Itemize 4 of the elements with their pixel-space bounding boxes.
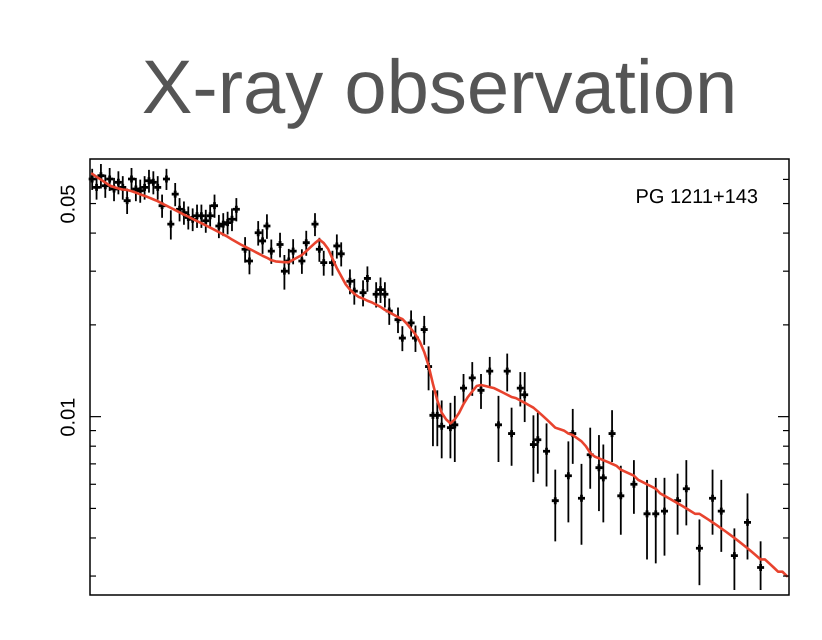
y-tick-label: 0.05 — [58, 184, 80, 224]
chart-title: X-ray observation — [142, 45, 738, 130]
annotation: PG 1211+143 — [635, 186, 758, 208]
y-tick-label: 0.01 — [58, 398, 80, 437]
